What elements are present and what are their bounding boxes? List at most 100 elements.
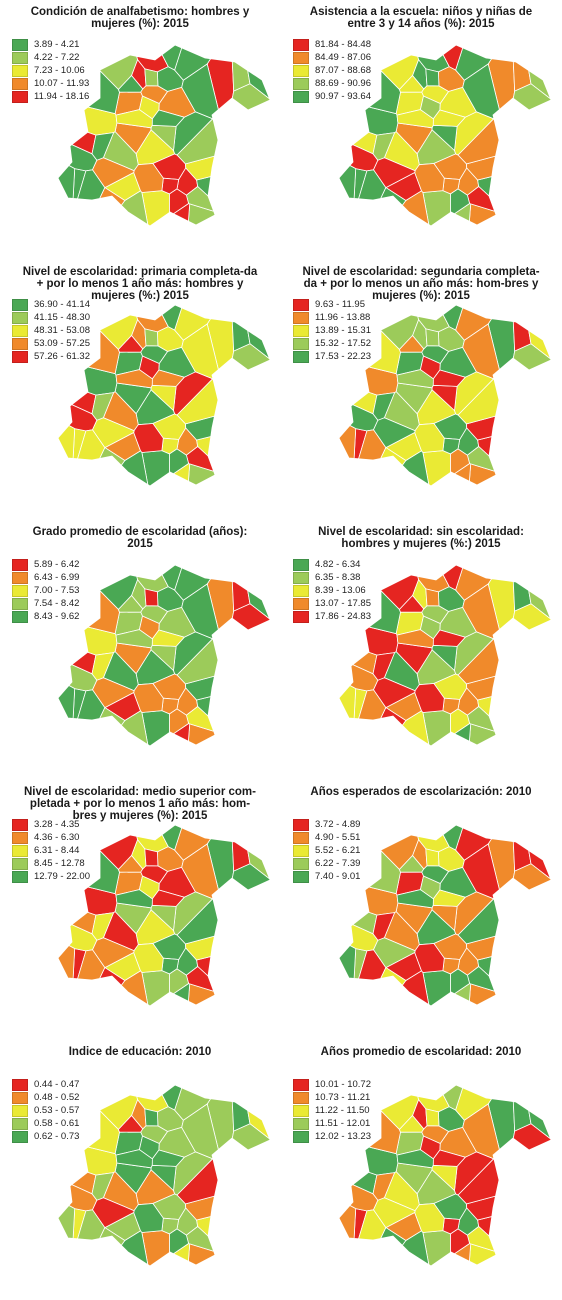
legend-swatch (12, 1078, 28, 1091)
legend-label: 11.51 - 12.01 (315, 1118, 371, 1129)
municipality-region (358, 429, 387, 461)
legend-swatch (12, 77, 28, 90)
legend-swatch (12, 337, 28, 350)
map-legend: 9.63 - 11.95 11.96 - 13.88 13.89 - 15.31… (293, 298, 371, 363)
municipality-region (358, 1209, 387, 1241)
municipality-region (150, 1164, 177, 1192)
legend-item: 13.07 - 17.85 (293, 597, 371, 610)
municipality-region (512, 603, 552, 631)
legend-item: 4.82 - 6.34 (293, 558, 371, 571)
legend-swatch (293, 1104, 309, 1117)
municipality-region (231, 83, 271, 111)
map-title: Años promedio de escolaridad: 2010 (320, 1046, 522, 1058)
legend-label: 48.31 - 53.08 (34, 325, 90, 336)
legend-swatch (293, 311, 309, 324)
legend-swatch (12, 1104, 28, 1117)
municipality-region (131, 578, 147, 610)
legend-label: 11.94 - 18.16 (34, 91, 90, 102)
municipality-region (150, 904, 177, 932)
municipality-region (432, 889, 467, 907)
municipality-region (181, 1103, 219, 1160)
municipality-region (432, 1149, 467, 1167)
legend-item: 5.52 - 6.21 (293, 844, 360, 857)
legend-label: 0.48 - 0.52 (34, 1092, 80, 1103)
municipality-region (144, 68, 159, 87)
legend-swatch (12, 51, 28, 64)
municipality-region (432, 629, 467, 647)
municipality-region (231, 1123, 271, 1151)
municipality-region (372, 1172, 396, 1201)
legend-swatch (12, 558, 28, 571)
municipality-region (131, 58, 147, 90)
municipality-region (77, 1209, 106, 1241)
legend-swatch (293, 831, 309, 844)
legend-swatch (12, 818, 28, 831)
municipality-region (161, 1217, 180, 1235)
legend-swatch (293, 597, 309, 610)
municipality-region (144, 328, 159, 347)
municipality-region (412, 58, 428, 90)
legend-swatch (12, 1091, 28, 1104)
map-panel-grado-promedio: Grado promedio de escolaridad (años): 20… (0, 520, 281, 780)
map-legend: 5.89 - 6.42 6.43 - 6.99 7.00 - 7.53 7.54… (12, 558, 79, 623)
legend-swatch (12, 844, 28, 857)
municipality-region (432, 369, 467, 387)
choropleth-map (338, 824, 552, 1007)
municipality-region (57, 944, 76, 979)
municipality-region (450, 708, 471, 735)
choropleth-map (57, 44, 271, 227)
legend-label: 87.07 - 88.68 (315, 65, 371, 76)
legend-label: 3.28 - 4.35 (34, 819, 80, 830)
municipality-region (151, 1149, 186, 1167)
municipality-region (412, 838, 428, 870)
municipality-region (231, 343, 271, 371)
legend-label: 10.73 - 11.21 (315, 1092, 371, 1103)
legend-item: 41.15 - 48.30 (12, 311, 90, 324)
municipality-region (442, 564, 464, 591)
legend-label: 15.32 - 17.52 (315, 338, 371, 349)
municipality-region (57, 684, 76, 719)
legend-label: 6.22 - 7.39 (315, 858, 361, 869)
municipality-region (144, 1108, 159, 1127)
legend-label: 8.45 - 12.78 (34, 858, 85, 869)
legend-item: 10.07 - 11.93 (12, 77, 89, 90)
legend-item: 3.72 - 4.89 (293, 818, 360, 831)
legend-swatch (293, 64, 309, 77)
legend-label: 0.53 - 0.57 (34, 1105, 80, 1116)
municipality-region (77, 429, 106, 461)
legend-swatch (293, 324, 309, 337)
municipality-region (169, 708, 190, 735)
legend-label: 6.31 - 8.44 (34, 845, 80, 856)
legend-swatch (293, 610, 309, 623)
legend-item: 8.39 - 13.06 (293, 584, 371, 597)
municipality-region (131, 838, 147, 870)
municipality-region (358, 169, 387, 201)
legend-swatch (293, 571, 309, 584)
legend-swatch (12, 324, 28, 337)
legend-item: 7.40 - 9.01 (293, 870, 360, 883)
legend-label: 9.63 - 11.95 (315, 299, 366, 310)
legend-item: 3.89 - 4.21 (12, 38, 89, 51)
legend-swatch (293, 844, 309, 857)
legend-label: 8.43 - 9.62 (34, 611, 80, 622)
legend-swatch (12, 350, 28, 363)
legend-item: 9.63 - 11.95 (293, 298, 371, 311)
map-panel-anos-promedio: Años promedio de escolaridad: 2010 10.01… (281, 1040, 562, 1300)
municipality-region (181, 63, 219, 120)
map-legend: 3.72 - 4.89 4.90 - 5.51 5.52 - 6.21 6.22… (293, 818, 360, 883)
municipality-region (77, 169, 106, 201)
municipality-region (431, 1164, 458, 1192)
legend-item: 0.58 - 0.61 (12, 1117, 79, 1130)
legend-label: 11.22 - 11.50 (315, 1105, 370, 1116)
municipality-region (338, 684, 357, 719)
municipality-region (161, 304, 183, 331)
legend-swatch (293, 298, 309, 311)
legend-label: 12.79 - 22.00 (34, 871, 90, 882)
legend-item: 57.26 - 61.32 (12, 350, 90, 363)
legend-swatch (12, 857, 28, 870)
legend-item: 17.86 - 24.83 (293, 610, 371, 623)
municipality-region (372, 912, 396, 941)
municipality-region (91, 1172, 115, 1201)
municipality-region (77, 949, 106, 981)
municipality-region (431, 384, 458, 412)
